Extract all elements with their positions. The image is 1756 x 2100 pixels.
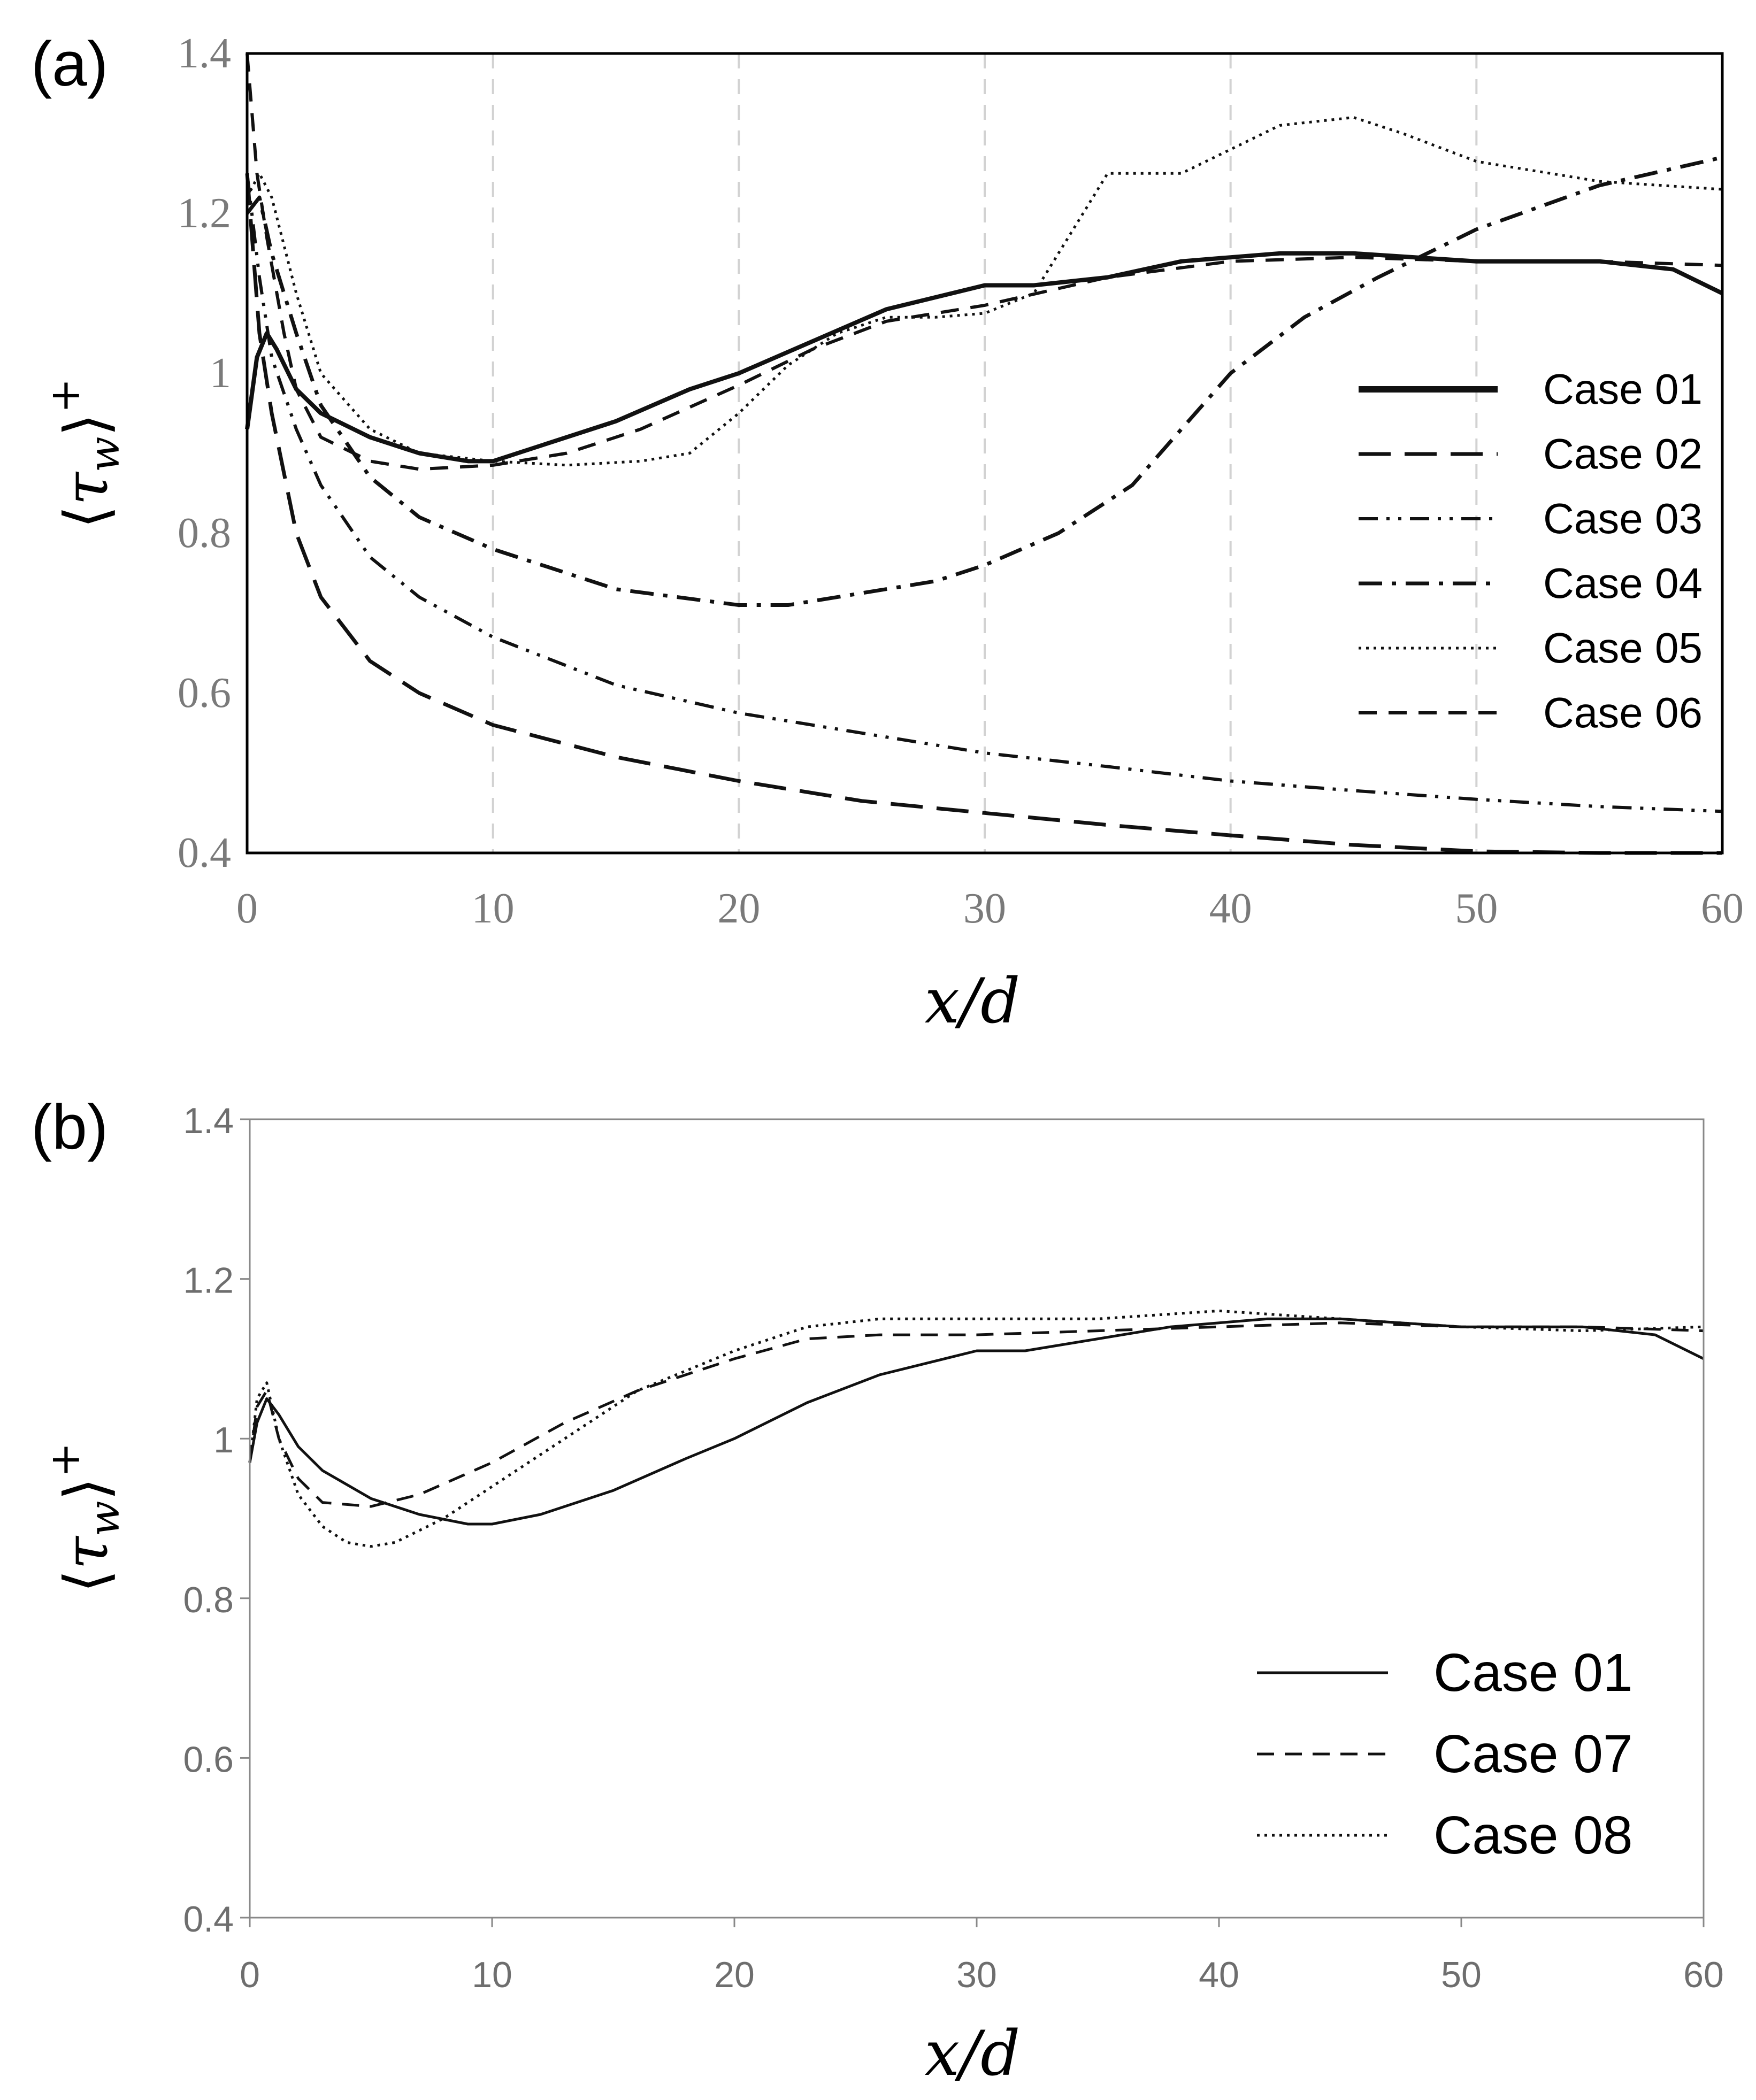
series-line-case-07 (248, 1321, 1704, 1508)
y-tick-label: 0.4 (183, 1899, 234, 1940)
panel-a-y-ticks: 0.4 0.6 0.8 1 1.2 1.4 (178, 30, 231, 876)
y-tick-label: 0.4 (178, 829, 231, 876)
x-tick-label: 40 (1209, 885, 1252, 932)
y-tick-label: 1.2 (183, 1260, 234, 1301)
panel-a-label: (a) (31, 29, 108, 99)
panel-b-x-axis-label: x/d (925, 2018, 1021, 2090)
x-tick-label: 0 (240, 1955, 260, 1995)
y-tick-label: 0.6 (178, 670, 231, 717)
legend-label-case-03: Case 03 (1543, 495, 1703, 542)
panel-b: (b) 0.4 0.6 0.8 1 1.2 1.4 0 10 20 30 40 50 60 x/d ⟨… (31, 1092, 1724, 2090)
panel-b-y-axis-label: ⟨τw⟩+ (41, 1442, 129, 1593)
legend-label-case-05: Case 05 (1543, 624, 1703, 672)
x-tick-label: 30 (963, 885, 1006, 932)
x-tick-label: 60 (1683, 1955, 1724, 1995)
series-line-case-05 (246, 116, 1723, 467)
panel-a-x-ticks: 0 10 20 30 40 50 60 (236, 885, 1744, 932)
panel-b-label: (b) (31, 1092, 108, 1163)
panel-b-x-ticks: 0 10 20 30 40 50 60 (240, 1918, 1724, 1995)
series-line-case-01 (245, 251, 1723, 464)
panel-a-gridlines (492, 53, 1478, 853)
x-tick-label: 60 (1701, 885, 1744, 932)
panel-b-plot-frame (249, 1118, 1705, 1919)
legend-label-case-07: Case 07 (1433, 1724, 1632, 1784)
series-line-case-08 (248, 1309, 1704, 1548)
x-tick-label: 30 (956, 1955, 997, 1995)
panel-b-legend: Case 01 Case 07 Case 08 (1257, 1643, 1632, 1865)
y-tick-label: 1.2 (178, 190, 231, 237)
x-tick-label: 0 (236, 885, 258, 932)
y-tick-label: 0.6 (183, 1739, 234, 1780)
panel-a-series (245, 53, 1723, 855)
y-tick-label: 0.8 (178, 510, 231, 557)
series-line-case-01 (248, 1317, 1705, 1526)
x-tick-label: 20 (717, 885, 760, 932)
panel-a-plot-frame (246, 52, 1724, 855)
legend-label-case-08: Case 08 (1433, 1805, 1632, 1865)
panel-b-series (248, 1309, 1705, 1548)
panel-a-y-axis-label-text: ⟨τw⟩+ (41, 378, 129, 529)
legend-label-case-04: Case 04 (1543, 559, 1703, 607)
x-tick-label: 10 (472, 885, 515, 932)
series-line-case-04 (246, 155, 1723, 607)
series-line-case-02 (245, 173, 1722, 855)
x-tick-label: 40 (1199, 1955, 1239, 1995)
x-tick-label: 50 (1441, 1955, 1482, 1995)
panel-a-y-axis-label: ⟨τw⟩+ (41, 378, 129, 529)
series-line-case-03 (246, 173, 1723, 813)
legend-label-case-01: Case 01 (1543, 365, 1703, 413)
x-tick-label: 10 (472, 1955, 512, 1995)
legend-label-case-01: Case 01 (1433, 1643, 1632, 1703)
y-tick-label: 1.4 (178, 30, 231, 77)
legend-label-case-06: Case 06 (1543, 689, 1703, 736)
panel-b-y-axis-label-text: ⟨τw⟩+ (41, 1442, 129, 1593)
panel-a-x-axis-label: x/d (925, 965, 1021, 1037)
legend-label-case-02: Case 02 (1543, 430, 1703, 478)
panel-b-y-ticks: 0.4 0.6 0.8 1 1.2 1.4 (183, 1101, 250, 1940)
x-tick-label: 50 (1455, 885, 1498, 932)
series-line-case-06 (246, 53, 1723, 471)
y-tick-label: 0.8 (183, 1580, 234, 1620)
panel-a: (a) 0.4 0.6 0.8 1 1.2 1.4 0 10 20 30 40 50 60 x/d ⟨… (31, 29, 1744, 1037)
y-tick-label: 1.4 (183, 1101, 234, 1141)
y-tick-label: 1 (213, 1420, 234, 1460)
y-tick-label: 1 (210, 350, 231, 397)
panel-a-legend: Case 01 Case 02 Case 03 Case 04 Case 05 Case … (1359, 365, 1703, 736)
x-tick-label: 20 (714, 1955, 755, 1995)
